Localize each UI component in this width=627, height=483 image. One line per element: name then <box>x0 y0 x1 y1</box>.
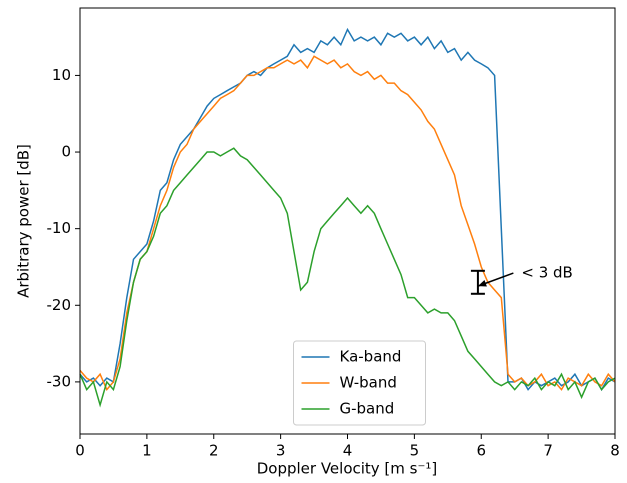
annotation-text: < 3 dB <box>521 264 572 282</box>
series-line <box>79 55 616 391</box>
y-tick-label: -30 <box>47 372 72 390</box>
x-tick-label: 3 <box>276 442 286 460</box>
series-line <box>79 147 616 408</box>
x-tick-label: 8 <box>610 442 620 460</box>
x-tick-label: 2 <box>209 442 219 460</box>
x-tick-label: 1 <box>142 442 152 460</box>
x-tick-label: 6 <box>476 442 486 460</box>
x-tick-label: 7 <box>543 442 553 460</box>
plot-frame <box>79 7 616 435</box>
y-axis-label: Arbitrary power [dB] <box>15 144 33 298</box>
y-tick-label: -10 <box>47 219 72 237</box>
x-tick-label: 5 <box>410 442 420 460</box>
annotation-arrowhead <box>477 279 487 287</box>
legend-label: G-band <box>340 400 395 418</box>
x-tick-label: 4 <box>343 442 353 460</box>
legend-label: Ka-band <box>340 348 402 366</box>
legend-label: W-band <box>340 374 397 392</box>
legend: Ka-band W-band G-band <box>293 340 426 426</box>
x-axis-label: Doppler Velocity [m s⁻¹] <box>257 460 438 478</box>
y-tick-label: 10 <box>52 66 71 84</box>
y-tick-label: -20 <box>47 296 72 314</box>
x-tick-label: 0 <box>75 442 85 460</box>
y-tick-label: 0 <box>61 143 71 161</box>
series-line <box>79 27 616 392</box>
legend-box <box>293 340 426 426</box>
